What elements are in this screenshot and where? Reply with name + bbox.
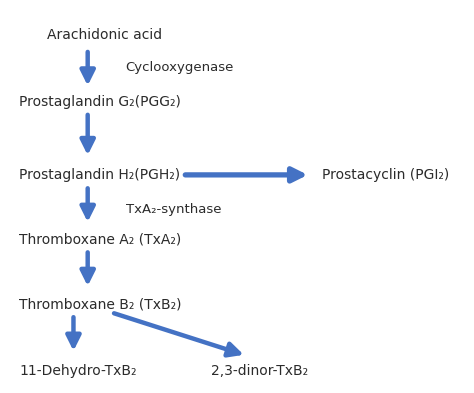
Text: Thromboxane A₂ (TxA₂): Thromboxane A₂ (TxA₂) [19, 233, 181, 247]
Text: Prostaglandin G₂(PGG₂): Prostaglandin G₂(PGG₂) [19, 95, 181, 109]
Text: 2,3-dinor-TxB₂: 2,3-dinor-TxB₂ [211, 364, 308, 378]
Text: Arachidonic acid: Arachidonic acid [47, 28, 163, 42]
Text: Cyclooxygenase: Cyclooxygenase [126, 61, 234, 74]
Text: TxA₂-synthase: TxA₂-synthase [126, 202, 221, 216]
Text: 11-Dehydro-TxB₂: 11-Dehydro-TxB₂ [19, 364, 137, 378]
Text: Thromboxane B₂ (TxB₂): Thromboxane B₂ (TxB₂) [19, 298, 182, 312]
Text: Prostaglandin H₂(PGH₂): Prostaglandin H₂(PGH₂) [19, 168, 180, 182]
Text: Prostacyclin (PGI₂): Prostacyclin (PGI₂) [322, 168, 449, 182]
